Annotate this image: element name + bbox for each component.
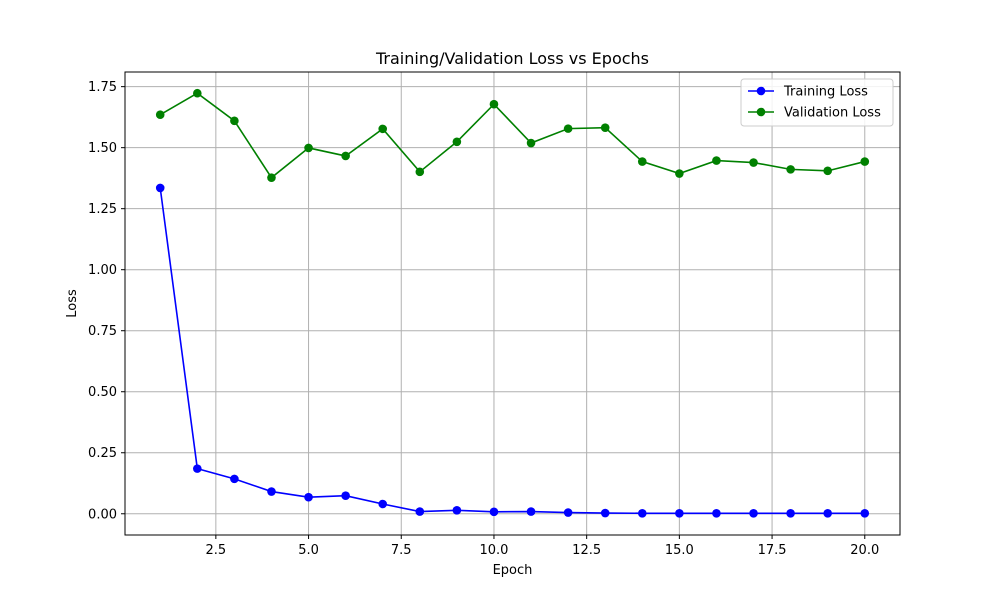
validation-loss-point bbox=[267, 173, 276, 182]
x-tick-label: 7.5 bbox=[391, 543, 412, 558]
training-loss-point bbox=[489, 507, 499, 517]
y-axis-label: Loss bbox=[65, 289, 80, 318]
x-tick-label: 12.5 bbox=[572, 543, 601, 558]
x-tick-label: 20.0 bbox=[850, 543, 879, 558]
training-loss-point bbox=[378, 499, 388, 509]
validation-loss-point bbox=[712, 156, 721, 165]
legend-training-loss-marker bbox=[756, 86, 766, 96]
training-loss-line bbox=[159, 187, 865, 515]
y-tick-label: 0.00 bbox=[88, 507, 117, 522]
y-tick-label: 0.25 bbox=[88, 446, 117, 461]
legend-training-loss-label: Training Loss bbox=[783, 85, 868, 100]
validation-loss-line bbox=[159, 92, 865, 179]
legend-box bbox=[740, 78, 894, 127]
validation-loss-point bbox=[786, 165, 795, 174]
training-loss-point bbox=[155, 183, 165, 193]
validation-loss-point bbox=[823, 166, 832, 176]
plot-area-frame bbox=[124, 71, 901, 536]
validation-loss-point bbox=[155, 110, 165, 120]
legend: Training Loss Validation Loss bbox=[740, 78, 894, 127]
training-loss-point bbox=[563, 508, 573, 517]
y-tick-label: 1.75 bbox=[88, 80, 117, 95]
legend-validation-loss-marker bbox=[756, 107, 766, 117]
training-loss-point bbox=[526, 507, 536, 516]
training-loss-point bbox=[786, 508, 795, 518]
validation-loss-point bbox=[526, 138, 536, 148]
validation-loss-point bbox=[304, 143, 313, 153]
validation-loss-point bbox=[675, 169, 684, 178]
validation-loss-point bbox=[415, 167, 425, 177]
training-loss-point bbox=[600, 508, 610, 518]
training-loss-point bbox=[415, 507, 425, 516]
training-loss-point bbox=[637, 508, 647, 518]
validation-loss-point bbox=[193, 88, 202, 98]
validation-loss-point bbox=[860, 157, 870, 166]
training-loss-point bbox=[452, 506, 462, 515]
validation-loss-point bbox=[563, 124, 573, 133]
training-loss-point bbox=[267, 487, 276, 496]
training-loss-point bbox=[675, 508, 684, 518]
y-tick-label: 1.00 bbox=[88, 263, 117, 278]
x-tick-label: 17.5 bbox=[758, 543, 787, 558]
validation-loss-point bbox=[452, 137, 462, 147]
x-axis-label: Epoch bbox=[493, 563, 533, 578]
training-loss-point bbox=[712, 508, 721, 518]
x-tick-label: 10.0 bbox=[479, 543, 508, 558]
validation-loss-point bbox=[600, 123, 610, 132]
validation-loss-point bbox=[637, 157, 647, 166]
axis-ticks: 2.5 5.0 7.5 10.0 12.5 15.0 17.5 20.0 0.00 0.25 0.5… bbox=[88, 80, 879, 558]
training-loss-point bbox=[193, 464, 202, 473]
validation-loss-point bbox=[749, 158, 758, 167]
training-loss-point bbox=[749, 508, 758, 518]
validation-loss-point bbox=[489, 99, 499, 109]
series-layer bbox=[155, 88, 870, 518]
x-tick-label: 5.0 bbox=[298, 543, 319, 558]
validation-loss-point bbox=[378, 124, 388, 134]
y-tick-label: 0.75 bbox=[88, 324, 117, 339]
validation-loss-point bbox=[230, 116, 239, 126]
training-loss-point bbox=[230, 474, 239, 484]
chart-title: Training/Validation Loss vs Epochs bbox=[375, 49, 649, 68]
x-tick-label: 15.0 bbox=[665, 543, 694, 558]
validation-loss-point bbox=[341, 151, 350, 161]
training-loss-point bbox=[823, 508, 832, 518]
y-tick-label: 1.25 bbox=[88, 202, 117, 217]
y-tick-label: 0.50 bbox=[88, 385, 117, 400]
x-tick-label: 2.5 bbox=[206, 543, 227, 558]
training-loss-point bbox=[304, 492, 313, 502]
training-loss-point bbox=[860, 508, 870, 518]
y-tick-label: 1.50 bbox=[88, 141, 117, 156]
legend-validation-loss-label: Validation Loss bbox=[784, 106, 881, 121]
training-loss-point bbox=[341, 491, 350, 501]
